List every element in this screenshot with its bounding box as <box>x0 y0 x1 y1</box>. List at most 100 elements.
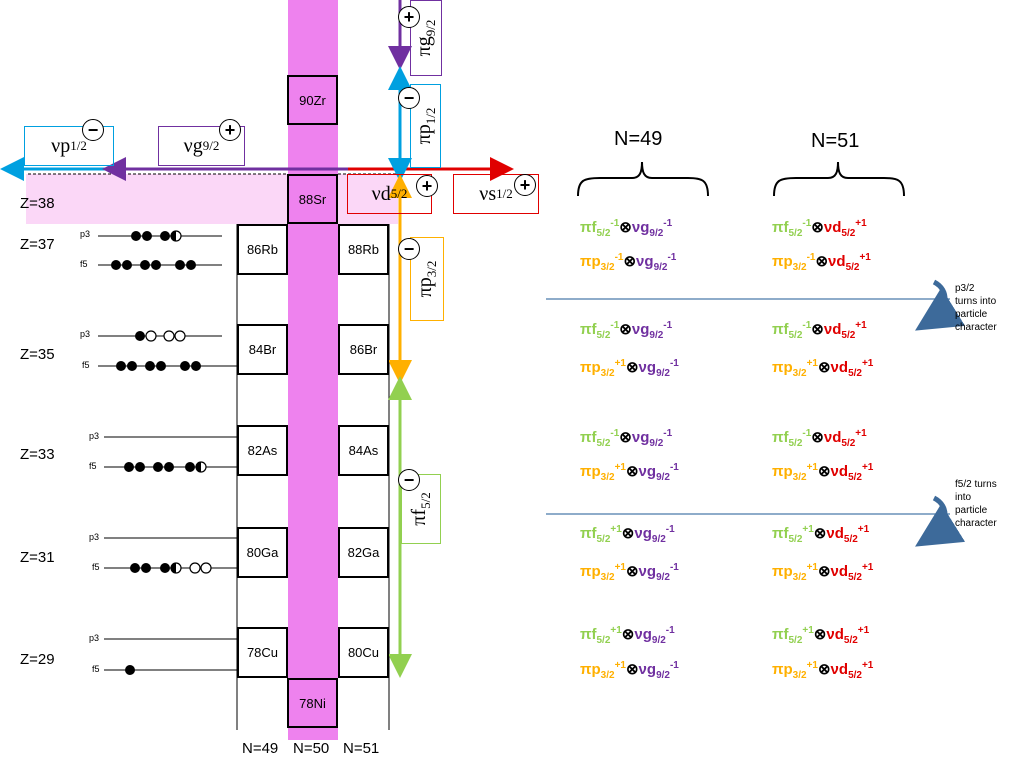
nu-g92-label: ν g 9/2 <box>158 126 245 166</box>
pi-f52-term: πf5/2+1 <box>580 524 622 545</box>
orbit-label-p3: p3 <box>89 431 100 441</box>
nu-d52-term: νd5/2+1 <box>830 462 874 483</box>
orbit-label-f5: f5 <box>92 664 100 674</box>
pi-p32-term: πp3/2+1 <box>772 660 818 681</box>
nu-d52-term: νd5/2+1 <box>823 428 867 449</box>
sign-circle: + <box>416 175 438 197</box>
tensor-product-symbol: ⊗ <box>813 525 827 542</box>
nucleus-box: 90Zr <box>287 75 338 125</box>
nucleus-box: 80Ga <box>237 527 288 578</box>
nucleus-box: 86Br <box>338 324 389 375</box>
nu-g92-term: νg9/2-1 <box>638 660 679 681</box>
empty-occupation-circles <box>145 230 212 574</box>
nucleus-box: 84Br <box>237 324 288 375</box>
filled-occupation-dots <box>111 231 201 675</box>
z-label: Z=38 <box>20 195 55 212</box>
tensor-product-symbol: ⊗ <box>811 321 824 338</box>
orbit-label-f5: f5 <box>80 259 88 269</box>
config-n51-p: πp3/2+1⊗νd5/2+1 <box>772 660 873 681</box>
nu-g92-term: νg9/2-1 <box>631 428 673 449</box>
sign-circle: − <box>398 238 420 260</box>
nu-s12-label: ν s 1/2 <box>453 174 539 214</box>
pi-f52-term: πf5/2-1 <box>772 320 812 341</box>
tensor-product-symbol: ⊗ <box>817 661 831 678</box>
config-n51-f: πf5/2+1⊗νd5/2+1 <box>772 524 869 545</box>
nu-g92-term: νg9/2-1 <box>638 562 679 583</box>
orbit-label-f5: f5 <box>92 562 100 572</box>
nu-g92-term: νg9/2-1 <box>631 320 673 341</box>
tensor-product-symbol: ⊗ <box>811 219 824 236</box>
config-n49-p: πp3/2+1⊗νg9/2-1 <box>580 660 679 681</box>
sign-circle: − <box>82 119 104 141</box>
config-n49-p: πp3/2+1⊗νg9/2-1 <box>580 462 679 483</box>
z-label: Z=29 <box>20 651 55 668</box>
config-n51-p: πp3/2+1⊗νd5/2+1 <box>772 462 873 483</box>
half-filled-dot <box>171 231 176 241</box>
pi-p32-term: πp3/2-1 <box>580 252 624 273</box>
curve-arrow-p32 <box>915 279 966 331</box>
pi-f52-term: πf5/2+1 <box>580 625 622 646</box>
tensor-product-symbol: ⊗ <box>817 463 831 480</box>
nu-d52-term: νd5/2+1 <box>826 524 870 545</box>
pi-f52-term: πf5/2-1 <box>580 320 620 341</box>
pi-f52-term: πf5/2-1 <box>772 428 812 449</box>
pi-p12-label: πp1/2 <box>410 84 441 168</box>
orbit-label-f5: f5 <box>89 461 97 471</box>
note-p32: p3/2 turns into particle character <box>955 283 997 333</box>
tensor-product-symbol: ⊗ <box>621 626 635 643</box>
pi-p32-term: πp3/2+1 <box>580 562 626 583</box>
nucleus-box: 82Ga <box>338 527 389 578</box>
config-n51-p: πp3/2+1⊗νd5/2+1 <box>772 562 873 583</box>
half-filled-dot <box>171 563 176 573</box>
nu-d52-term: νd5/2+1 <box>823 320 867 341</box>
tensor-product-symbol: ⊗ <box>811 429 824 446</box>
config-n51-f: πf5/2-1⊗νd5/2+1 <box>772 320 867 341</box>
tensor-product-symbol: ⊗ <box>625 463 639 480</box>
nu-d52-term: νd5/2+1 <box>830 358 874 379</box>
pi-p32-term: πp3/2+1 <box>580 462 626 483</box>
pi-p32-term: πp3/2-1 <box>772 252 816 273</box>
sign-circle: + <box>514 174 536 196</box>
pi-f52-label: πf5/2 <box>401 474 441 544</box>
note-f52: f5/2 turns into particle character <box>955 479 997 529</box>
nucleus-box: 88Rb <box>338 224 389 275</box>
nu-g92-term: νg9/2-1 <box>631 218 673 239</box>
config-n49-f: πf5/2+1⊗νg9/2-1 <box>580 625 675 646</box>
orbit-label-p3: p3 <box>80 229 91 239</box>
nu-g92-term: νg9/2-1 <box>634 524 675 545</box>
nucleus-box: 86Rb <box>237 224 288 275</box>
tensor-product-symbol: ⊗ <box>625 563 639 580</box>
pi-f52-term: πf5/2-1 <box>772 218 812 239</box>
nucleus-box: 88Sr <box>287 174 338 224</box>
tensor-product-symbol: ⊗ <box>817 563 831 580</box>
nu-d52-term: νd5/2+1 <box>830 660 874 681</box>
z-label: Z=35 <box>20 346 55 363</box>
tensor-product-symbol: ⊗ <box>621 525 635 542</box>
orbital-lines <box>98 235 238 671</box>
pi-p32-label: πp3/2 <box>410 237 444 321</box>
nu-g92-term: νg9/2-1 <box>634 625 675 646</box>
tensor-product-symbol: ⊗ <box>619 321 632 338</box>
nu-d52-term: νd5/2+1 <box>830 562 874 583</box>
config-n51-f: πf5/2-1⊗νd5/2+1 <box>772 428 867 449</box>
tensor-product-symbol: ⊗ <box>619 219 632 236</box>
n-label: N=51 <box>343 740 380 757</box>
nucleus-box: 80Cu <box>338 627 389 678</box>
tensor-product-symbol: ⊗ <box>619 429 632 446</box>
z-label: Z=37 <box>20 236 55 253</box>
half-filled-dot <box>196 462 201 472</box>
sign-circle: + <box>219 119 241 141</box>
config-n51-f: πf5/2+1⊗νd5/2+1 <box>772 625 869 646</box>
config-n51-f: πf5/2-1⊗νd5/2+1 <box>772 218 867 239</box>
config-n49-f: πf5/2-1⊗νg9/2-1 <box>580 320 672 341</box>
pi-p32-term: πp3/2+1 <box>772 562 818 583</box>
brace-n51 <box>773 161 905 197</box>
pi-g92-label: πg9/2 <box>410 0 442 76</box>
orbit-label-f5: f5 <box>82 360 90 370</box>
config-n49-f: πf5/2+1⊗νg9/2-1 <box>580 524 675 545</box>
nucleus-box: 84As <box>338 425 389 476</box>
orbit-label-p3: p3 <box>80 329 91 339</box>
tensor-product-symbol: ⊗ <box>813 626 827 643</box>
orbit-label-p3: p3 <box>89 532 100 542</box>
